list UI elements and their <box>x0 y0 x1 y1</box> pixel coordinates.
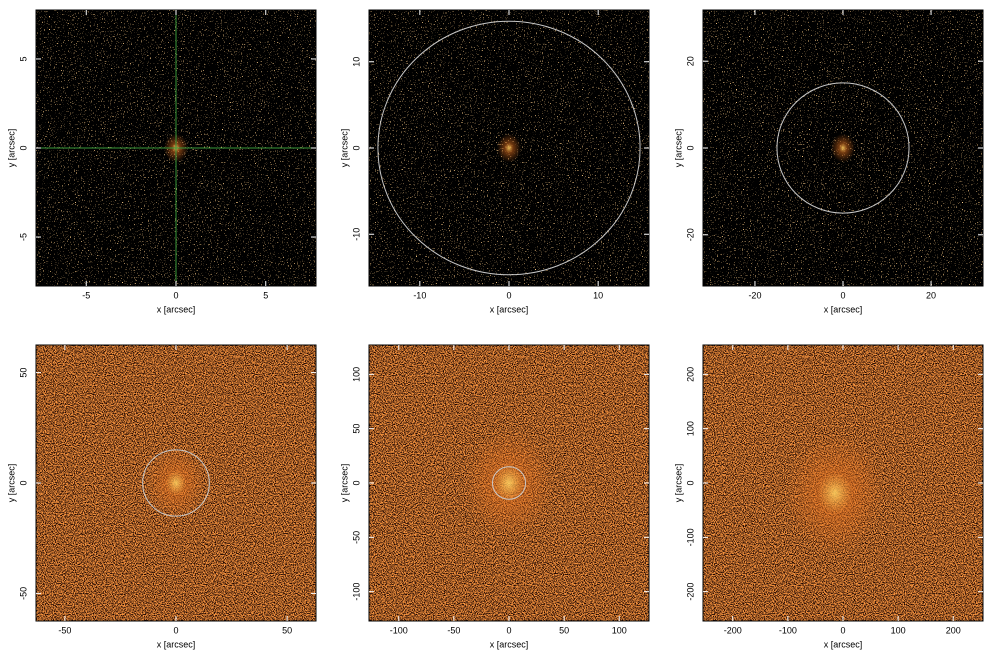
y-tick-label: 5 <box>18 56 28 61</box>
x-tick-label: 50 <box>282 625 292 635</box>
y-tick-label: 0 <box>18 145 28 150</box>
x-tick-label: 0 <box>173 625 178 635</box>
y-tick-label: 50 <box>351 424 361 434</box>
y-tick-label: -20 <box>685 228 695 241</box>
y-axis-label: y [arcsec] <box>6 129 16 168</box>
image <box>36 345 316 621</box>
x-tick-label: -5 <box>82 290 90 300</box>
y-tick-label: 100 <box>351 367 361 382</box>
y-axis-label: y [arcsec] <box>339 129 349 168</box>
y-axis-label: y [arcsec] <box>339 464 349 503</box>
y-tick-label: 200 <box>685 367 695 382</box>
x-tick-label: 100 <box>612 625 627 635</box>
x-tick-label: 50 <box>559 625 569 635</box>
y-tick-label: -100 <box>685 528 695 546</box>
panel: -5 0 5 -5 0 5 x [arcsec] y [arcsec] <box>6 9 317 314</box>
x-tick-label: -50 <box>58 625 71 635</box>
image <box>369 10 649 286</box>
x-axis-label: x [arcsec] <box>157 639 196 649</box>
x-tick-label: -50 <box>447 625 460 635</box>
x-tick-label: 0 <box>506 290 511 300</box>
x-tick-label: 5 <box>263 290 268 300</box>
image <box>369 345 649 621</box>
x-tick-label: 20 <box>926 290 936 300</box>
y-tick-label: 20 <box>685 56 695 66</box>
x-axis-label: x [arcsec] <box>824 304 863 314</box>
x-tick-label: 0 <box>840 625 845 635</box>
y-tick-label: -50 <box>18 587 28 600</box>
y-tick-label: 10 <box>351 57 361 67</box>
y-tick-label: 0 <box>351 480 361 485</box>
panel: -50 0 50 -50 0 50 x [arcsec] y [arcsec] <box>6 344 317 649</box>
y-tick-label: 0 <box>351 145 361 150</box>
panel: -100 -50 0 50 100 -100 -50 0 50 100 x [arcsec] y [a… <box>339 344 650 649</box>
y-tick-label: 0 <box>18 480 28 485</box>
aperture-circle <box>142 449 210 517</box>
y-tick-label: -50 <box>351 531 361 544</box>
x-tick-label: -100 <box>779 625 797 635</box>
x-tick-label: 10 <box>593 290 603 300</box>
panel: -20 0 20 -20 0 20 x [arcsec] y [arcsec] <box>673 9 984 314</box>
aperture-circle <box>377 20 641 276</box>
y-tick-label: -200 <box>685 583 695 601</box>
x-tick-label: -20 <box>748 290 761 300</box>
panel: -10 0 10 -10 0 10 x [arcsec] y [arcsec] <box>339 9 650 314</box>
y-axis-label: y [arcsec] <box>6 464 16 503</box>
y-axis-label: y [arcsec] <box>673 129 683 168</box>
x-tick-label: -200 <box>724 625 742 635</box>
x-tick-label: -100 <box>390 625 408 635</box>
image <box>703 10 983 286</box>
y-tick-label: 0 <box>685 480 695 485</box>
x-tick-label: -10 <box>413 290 426 300</box>
y-tick-label: -5 <box>18 233 28 241</box>
x-tick-label: 0 <box>506 625 511 635</box>
x-axis-label: x [arcsec] <box>490 639 529 649</box>
panel: -200 -100 0 100 200 -200 -100 0 100 200 x [arcsec]… <box>673 344 984 649</box>
y-tick-label: -100 <box>351 583 361 601</box>
y-tick-label: -10 <box>351 228 361 241</box>
x-tick-label: 200 <box>946 625 961 635</box>
x-axis-label: x [arcsec] <box>490 304 529 314</box>
x-axis-label: x [arcsec] <box>824 639 863 649</box>
y-axis-label: y [arcsec] <box>673 464 683 503</box>
y-tick-label: 0 <box>685 145 695 150</box>
image <box>703 345 983 621</box>
y-tick-label: 100 <box>685 421 695 436</box>
aperture-circle <box>776 82 910 214</box>
x-axis-label: x [arcsec] <box>157 304 196 314</box>
image <box>36 10 316 286</box>
aperture-circle <box>491 466 527 500</box>
x-tick-label: 100 <box>891 625 906 635</box>
x-tick-label: 0 <box>173 290 178 300</box>
x-tick-label: 0 <box>840 290 845 300</box>
y-tick-label: 50 <box>18 368 28 378</box>
